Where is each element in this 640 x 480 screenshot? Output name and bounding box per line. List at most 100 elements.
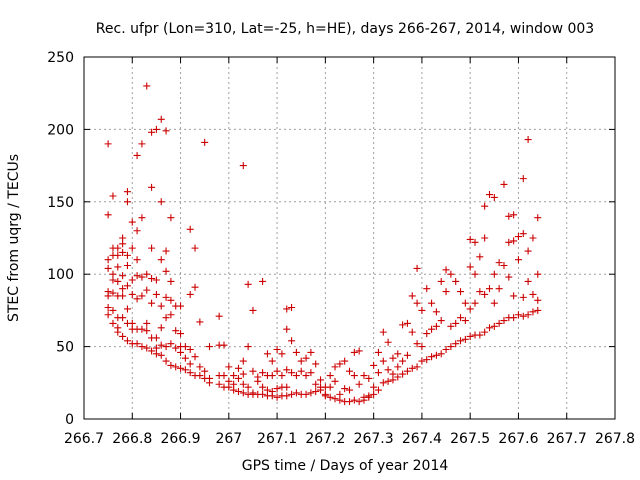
data-point (268, 392, 276, 400)
data-point (505, 238, 513, 246)
data-point (519, 293, 527, 301)
data-point (457, 337, 465, 345)
data-point (157, 302, 165, 310)
data-point (143, 286, 151, 294)
data-point (119, 292, 127, 300)
x-tick-label: 267.8 (595, 431, 635, 447)
data-point (234, 374, 242, 382)
data-point (249, 367, 257, 375)
data-point (181, 366, 189, 374)
data-point (442, 266, 450, 274)
data-point (138, 140, 146, 148)
data-point (384, 377, 392, 385)
data-point (524, 136, 532, 144)
data-point (418, 306, 426, 314)
data-point (128, 218, 136, 226)
data-point (437, 350, 445, 358)
data-point (191, 353, 199, 361)
data-point (157, 351, 165, 359)
data-point (350, 396, 358, 404)
data-point (341, 357, 349, 365)
data-point (206, 379, 214, 387)
data-point (360, 372, 368, 380)
y-axis-label: STEC from uqrg / TECUs (6, 154, 22, 322)
data-point (167, 277, 175, 285)
data-point (428, 299, 436, 307)
data-point (471, 299, 479, 307)
data-point (471, 270, 479, 278)
data-point (157, 341, 165, 349)
data-point (481, 290, 489, 298)
data-point (408, 328, 416, 336)
data-point (529, 290, 537, 298)
data-point (104, 311, 112, 319)
data-point (307, 369, 315, 377)
data-point (442, 288, 450, 296)
data-point (379, 328, 387, 336)
data-point (510, 211, 518, 219)
data-point (321, 392, 329, 400)
data-point (138, 292, 146, 300)
data-point (510, 314, 518, 322)
data-point (114, 244, 122, 252)
data-point (273, 385, 281, 393)
data-point (437, 317, 445, 325)
data-point (220, 372, 228, 380)
data-point (514, 256, 522, 264)
data-point (133, 151, 141, 159)
data-point (162, 267, 170, 275)
data-point (143, 270, 151, 278)
data-point (177, 348, 185, 356)
data-point (461, 299, 469, 307)
data-point (123, 262, 131, 270)
data-point (510, 292, 518, 300)
data-point (133, 295, 141, 303)
data-point (490, 322, 498, 330)
data-point (119, 285, 127, 293)
data-point (403, 319, 411, 327)
data-point (148, 347, 156, 355)
data-point (485, 285, 493, 293)
data-point (413, 340, 421, 348)
data-point (355, 398, 363, 406)
x-tick-label: 267.5 (450, 431, 490, 447)
data-point (104, 256, 112, 264)
data-point (476, 331, 484, 339)
data-point (326, 393, 334, 401)
data-point (428, 325, 436, 333)
data-points (104, 82, 542, 406)
data-point (167, 311, 175, 319)
data-point (452, 319, 460, 327)
data-point (466, 263, 474, 271)
data-point (495, 259, 503, 267)
data-point (114, 328, 122, 336)
data-point (119, 248, 127, 256)
data-point (288, 337, 296, 345)
data-point (206, 343, 214, 351)
axis-ticks: 266.7 266.8 266.9 267 267.1 267.2 267.3 267.4 26… (47, 50, 635, 447)
data-point (133, 340, 141, 348)
data-point (215, 380, 223, 388)
data-point (529, 308, 537, 316)
data-point (143, 327, 151, 335)
data-point (186, 345, 194, 353)
data-point (162, 293, 170, 301)
x-tick-label: 267.2 (305, 431, 345, 447)
data-point (138, 214, 146, 222)
data-point (447, 270, 455, 278)
data-point (326, 383, 334, 391)
data-point (201, 367, 209, 375)
data-point (172, 344, 180, 352)
data-point (114, 263, 122, 271)
y-tick-label: 200 (47, 122, 74, 138)
data-point (186, 360, 194, 368)
data-point (466, 332, 474, 340)
data-point (138, 273, 146, 281)
data-point (119, 240, 127, 248)
data-point (259, 277, 267, 285)
data-point (191, 283, 199, 291)
data-point (394, 350, 402, 358)
data-point (225, 383, 233, 391)
data-point (399, 321, 407, 329)
x-tick-label: 267.4 (402, 431, 442, 447)
